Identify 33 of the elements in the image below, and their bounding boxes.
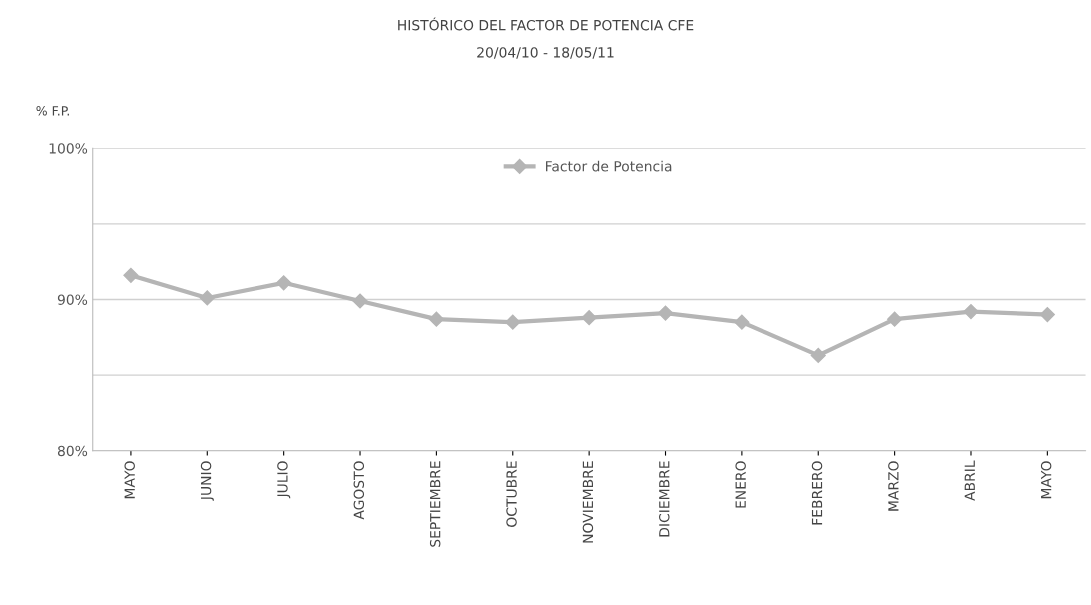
x-tick-label: AGOSTO [353,461,365,520]
point [123,267,139,283]
y-tick-label: 100% [49,143,88,154]
point [734,314,750,330]
x-tick-label: DICIEMBRE [659,461,670,537]
point [963,304,979,320]
point [505,314,521,330]
legend-label: Factor de Potencia [546,160,672,172]
x-tick-label: MAYO [1040,461,1052,499]
x-tick-label: OCTUBRE [506,461,517,527]
point [1039,307,1055,323]
x-tick-label: JUNIO [200,461,214,501]
x-tick-label: ABRIL [964,460,975,501]
point [581,310,597,326]
x-tick-label: SEPTIEMBRE [429,461,441,547]
x-tick-label: NOVIEMBRE [582,461,594,543]
point [810,347,826,364]
y-axis-title: % F.P. [36,106,69,116]
point [428,311,444,327]
chart-title: HISTÓRICO DEL FACTOR DE POTENCIA CFE [398,17,694,31]
x-tick-label: MARZO [888,461,899,511]
point [887,311,903,327]
x-tick-label: ENERO [735,461,746,508]
point [657,305,674,321]
point [276,275,292,291]
point [352,293,368,309]
x-tick-label: MAYO [124,461,135,499]
chart-subtitle: 20/04/10 - 18/05/11 [477,47,614,59]
y-tick-label: 80% [57,445,88,457]
point [199,290,215,306]
x-tick-label: JULIO [277,461,291,499]
x-tick-label: FEBRERO [811,461,823,525]
y-tick-label: 90% [57,294,88,305]
